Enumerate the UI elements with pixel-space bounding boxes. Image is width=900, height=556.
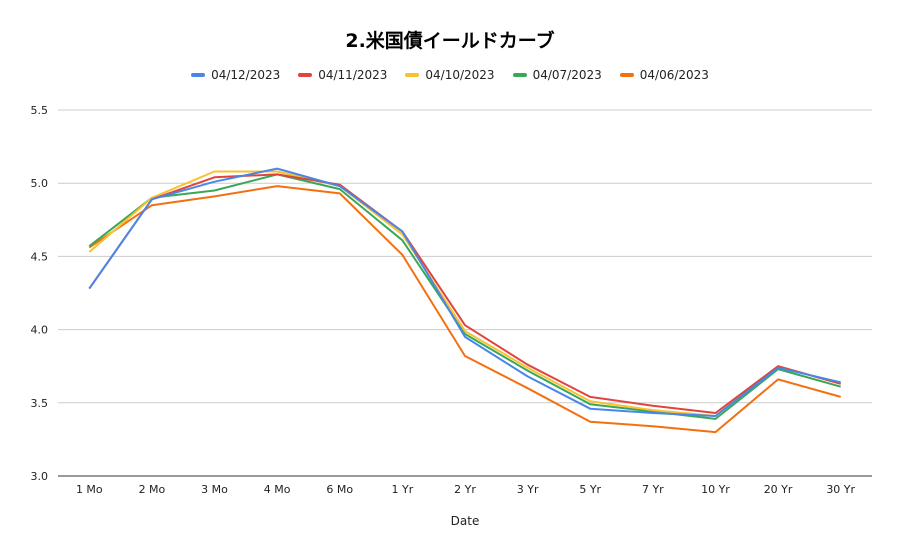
legend-swatch-icon (298, 73, 313, 77)
x-tick-label: 2 Yr (454, 483, 476, 496)
x-axis-ticks: 1 Mo 2 Mo 3 Mo 4 Mo 6 Mo 1 Yr 2 Yr 3 Yr 5 Yr 7 Yr… (76, 483, 856, 496)
y-tick-label: 3.0 (31, 470, 49, 483)
series-line[interactable] (88, 173, 841, 414)
x-tick-label: 3 Yr (517, 483, 539, 496)
legend-label: 04/07/2023 (532, 68, 602, 82)
x-tick-label: 10 Yr (701, 483, 730, 496)
x-tick-label: 1 Mo (76, 483, 103, 496)
x-tick-label: 2 Mo (139, 483, 166, 496)
series-line[interactable] (88, 185, 841, 434)
legend-item[interactable]: 04/06/2023 (619, 68, 709, 82)
legend-swatch-icon (512, 73, 527, 77)
legend-item[interactable]: 04/07/2023 (512, 68, 602, 82)
legend-swatch-icon (405, 73, 420, 77)
y-tick-label: 5.5 (31, 104, 49, 117)
y-tick-label: 4.0 (31, 324, 49, 337)
y-axis-ticks: 3.0 3.5 4.0 4.5 5.0 5.5 (31, 104, 49, 483)
series-line[interactable] (88, 170, 841, 417)
series-line[interactable] (88, 173, 841, 420)
grid-lines (58, 109, 872, 477)
x-tick-label: 30 Yr (826, 483, 855, 496)
legend-label: 04/11/2023 (318, 68, 388, 82)
legend-label: 04/06/2023 (639, 68, 709, 82)
chart-legend: 04/12/2023 04/11/2023 04/10/2023 04/07/2… (0, 68, 900, 82)
y-tick-label: 5.0 (31, 177, 49, 190)
legend-label: 04/10/2023 (425, 68, 495, 82)
series-lines (88, 167, 841, 434)
y-tick-label: 3.5 (31, 397, 49, 410)
y-tick-label: 4.5 (31, 250, 49, 263)
legend-swatch-icon (191, 73, 206, 77)
x-tick-label: 4 Mo (264, 483, 291, 496)
x-tick-label: 5 Yr (579, 483, 601, 496)
series-line[interactable] (88, 167, 841, 417)
legend-item[interactable]: 04/10/2023 (405, 68, 495, 82)
x-tick-label: 1 Yr (392, 483, 414, 496)
legend-swatch-icon (619, 73, 634, 77)
legend-item[interactable]: 04/12/2023 (191, 68, 280, 82)
x-tick-label: 20 Yr (764, 483, 793, 496)
chart-title: 2.米国債イールドカーブ (345, 30, 555, 52)
legend-item[interactable]: 04/11/2023 (298, 68, 387, 82)
legend-label: 04/12/2023 (211, 68, 281, 82)
x-tick-label: 7 Yr (642, 483, 664, 496)
x-axis-title: Date (451, 514, 480, 528)
x-tick-label: 3 Mo (201, 483, 228, 496)
x-tick-label: 6 Mo (326, 483, 353, 496)
